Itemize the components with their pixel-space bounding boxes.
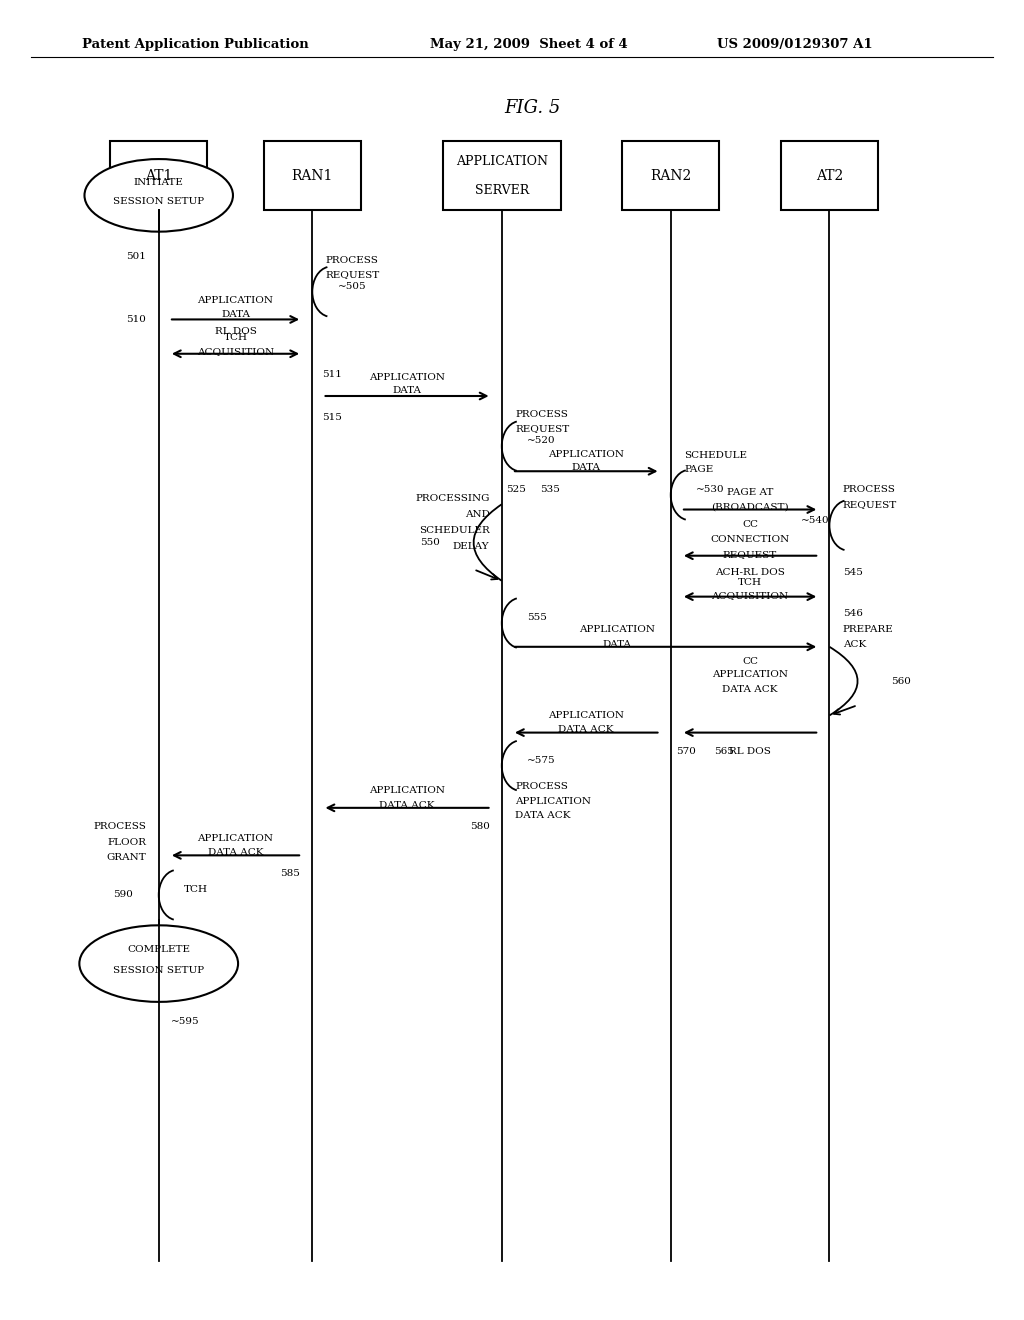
Text: DATA: DATA <box>392 387 422 395</box>
Text: 525: 525 <box>506 486 525 494</box>
Text: 565: 565 <box>714 747 733 755</box>
Text: PROCESSING: PROCESSING <box>415 495 489 503</box>
Text: ACQUISITION: ACQUISITION <box>712 591 788 599</box>
Text: SERVER: SERVER <box>475 183 528 197</box>
Text: 510: 510 <box>127 315 146 323</box>
Bar <box>442 141 561 210</box>
Text: APPLICATION: APPLICATION <box>456 154 548 168</box>
Text: 550: 550 <box>421 539 440 546</box>
Text: ~595: ~595 <box>171 1018 200 1026</box>
Text: REQUEST: REQUEST <box>843 500 897 508</box>
Text: ACQUISITION: ACQUISITION <box>197 347 274 355</box>
Text: PREPARE: PREPARE <box>843 626 894 634</box>
Text: RAN1: RAN1 <box>292 169 333 182</box>
Text: APPLICATION: APPLICATION <box>515 797 591 805</box>
Text: REQUEST: REQUEST <box>515 425 569 433</box>
Text: ACK: ACK <box>843 640 866 648</box>
Text: ~520: ~520 <box>527 437 556 445</box>
Bar <box>111 141 207 210</box>
Text: REQUEST: REQUEST <box>326 271 380 279</box>
Text: ~505: ~505 <box>338 282 367 290</box>
Text: CONNECTION: CONNECTION <box>711 536 790 544</box>
Bar <box>623 141 719 210</box>
Text: 546: 546 <box>843 610 862 618</box>
Text: AND: AND <box>465 511 489 519</box>
Text: RL DOS: RL DOS <box>729 747 771 755</box>
Text: ~575: ~575 <box>527 756 556 764</box>
Text: 585: 585 <box>281 870 300 878</box>
Text: 501: 501 <box>127 252 146 260</box>
Text: DATA ACK: DATA ACK <box>208 849 263 857</box>
Text: PROCESS: PROCESS <box>515 411 568 418</box>
Ellipse shape <box>84 160 232 232</box>
Text: INITIATE: INITIATE <box>134 178 183 186</box>
Text: 515: 515 <box>323 413 342 421</box>
Text: APPLICATION: APPLICATION <box>548 450 625 458</box>
Text: DELAY: DELAY <box>453 543 489 550</box>
Text: May 21, 2009  Sheet 4 of 4: May 21, 2009 Sheet 4 of 4 <box>430 38 628 51</box>
Text: APPLICATION: APPLICATION <box>198 834 273 842</box>
Text: APPLICATION: APPLICATION <box>369 374 445 381</box>
Text: RL DOS: RL DOS <box>215 327 256 335</box>
Text: Patent Application Publication: Patent Application Publication <box>82 38 308 51</box>
Text: (BROADCAST): (BROADCAST) <box>712 503 788 511</box>
Text: TCH: TCH <box>738 578 762 586</box>
Text: APPLICATION: APPLICATION <box>198 297 273 305</box>
Text: SESSION SETUP: SESSION SETUP <box>114 966 204 974</box>
Text: PAGE AT: PAGE AT <box>727 488 773 496</box>
Ellipse shape <box>80 925 238 1002</box>
Bar <box>264 141 361 210</box>
Text: PROCESS: PROCESS <box>326 256 379 264</box>
Text: US 2009/0129307 A1: US 2009/0129307 A1 <box>717 38 872 51</box>
Text: PROCESS: PROCESS <box>93 822 146 830</box>
Text: COMPLETE: COMPLETE <box>127 945 190 953</box>
Text: PAGE: PAGE <box>684 466 714 474</box>
Text: FIG. 5: FIG. 5 <box>504 99 561 117</box>
Text: DATA ACK: DATA ACK <box>515 812 570 820</box>
Text: 511: 511 <box>323 371 342 379</box>
Text: ~530: ~530 <box>696 486 725 494</box>
Text: PROCESS: PROCESS <box>843 486 896 494</box>
Text: APPLICATION: APPLICATION <box>369 787 445 795</box>
Text: SCHEDULER: SCHEDULER <box>419 527 489 535</box>
Text: PROCESS: PROCESS <box>515 783 568 791</box>
Text: DATA: DATA <box>571 463 601 471</box>
Text: 535: 535 <box>540 486 559 494</box>
Text: CC: CC <box>742 657 758 665</box>
Text: ~540: ~540 <box>801 516 829 524</box>
Text: TCH: TCH <box>184 886 208 894</box>
Text: GRANT: GRANT <box>106 854 146 862</box>
Text: 560: 560 <box>891 677 910 685</box>
Bar <box>781 141 879 210</box>
Text: SCHEDULE: SCHEDULE <box>684 451 748 459</box>
Text: 545: 545 <box>843 569 862 577</box>
Text: AT1: AT1 <box>145 169 172 182</box>
Text: REQUEST: REQUEST <box>723 550 777 558</box>
Text: DATA: DATA <box>602 640 632 648</box>
Text: 555: 555 <box>527 614 547 622</box>
Text: ACH-RL DOS: ACH-RL DOS <box>715 569 785 577</box>
Text: DATA ACK: DATA ACK <box>379 801 435 809</box>
Text: APPLICATION: APPLICATION <box>579 626 655 634</box>
Text: DATA ACK: DATA ACK <box>558 726 614 734</box>
Text: FLOOR: FLOOR <box>108 838 146 846</box>
Text: TCH: TCH <box>223 334 248 342</box>
Text: SESSION SETUP: SESSION SETUP <box>114 198 204 206</box>
Text: RAN2: RAN2 <box>650 169 691 182</box>
Text: 570: 570 <box>676 747 695 755</box>
Text: DATA ACK: DATA ACK <box>722 685 778 693</box>
Text: AT2: AT2 <box>816 169 843 182</box>
Text: CC: CC <box>742 520 758 528</box>
Text: APPLICATION: APPLICATION <box>548 711 625 719</box>
Text: 590: 590 <box>114 891 133 899</box>
Text: 580: 580 <box>470 822 489 830</box>
Text: DATA: DATA <box>221 310 250 318</box>
Text: APPLICATION: APPLICATION <box>712 671 788 678</box>
